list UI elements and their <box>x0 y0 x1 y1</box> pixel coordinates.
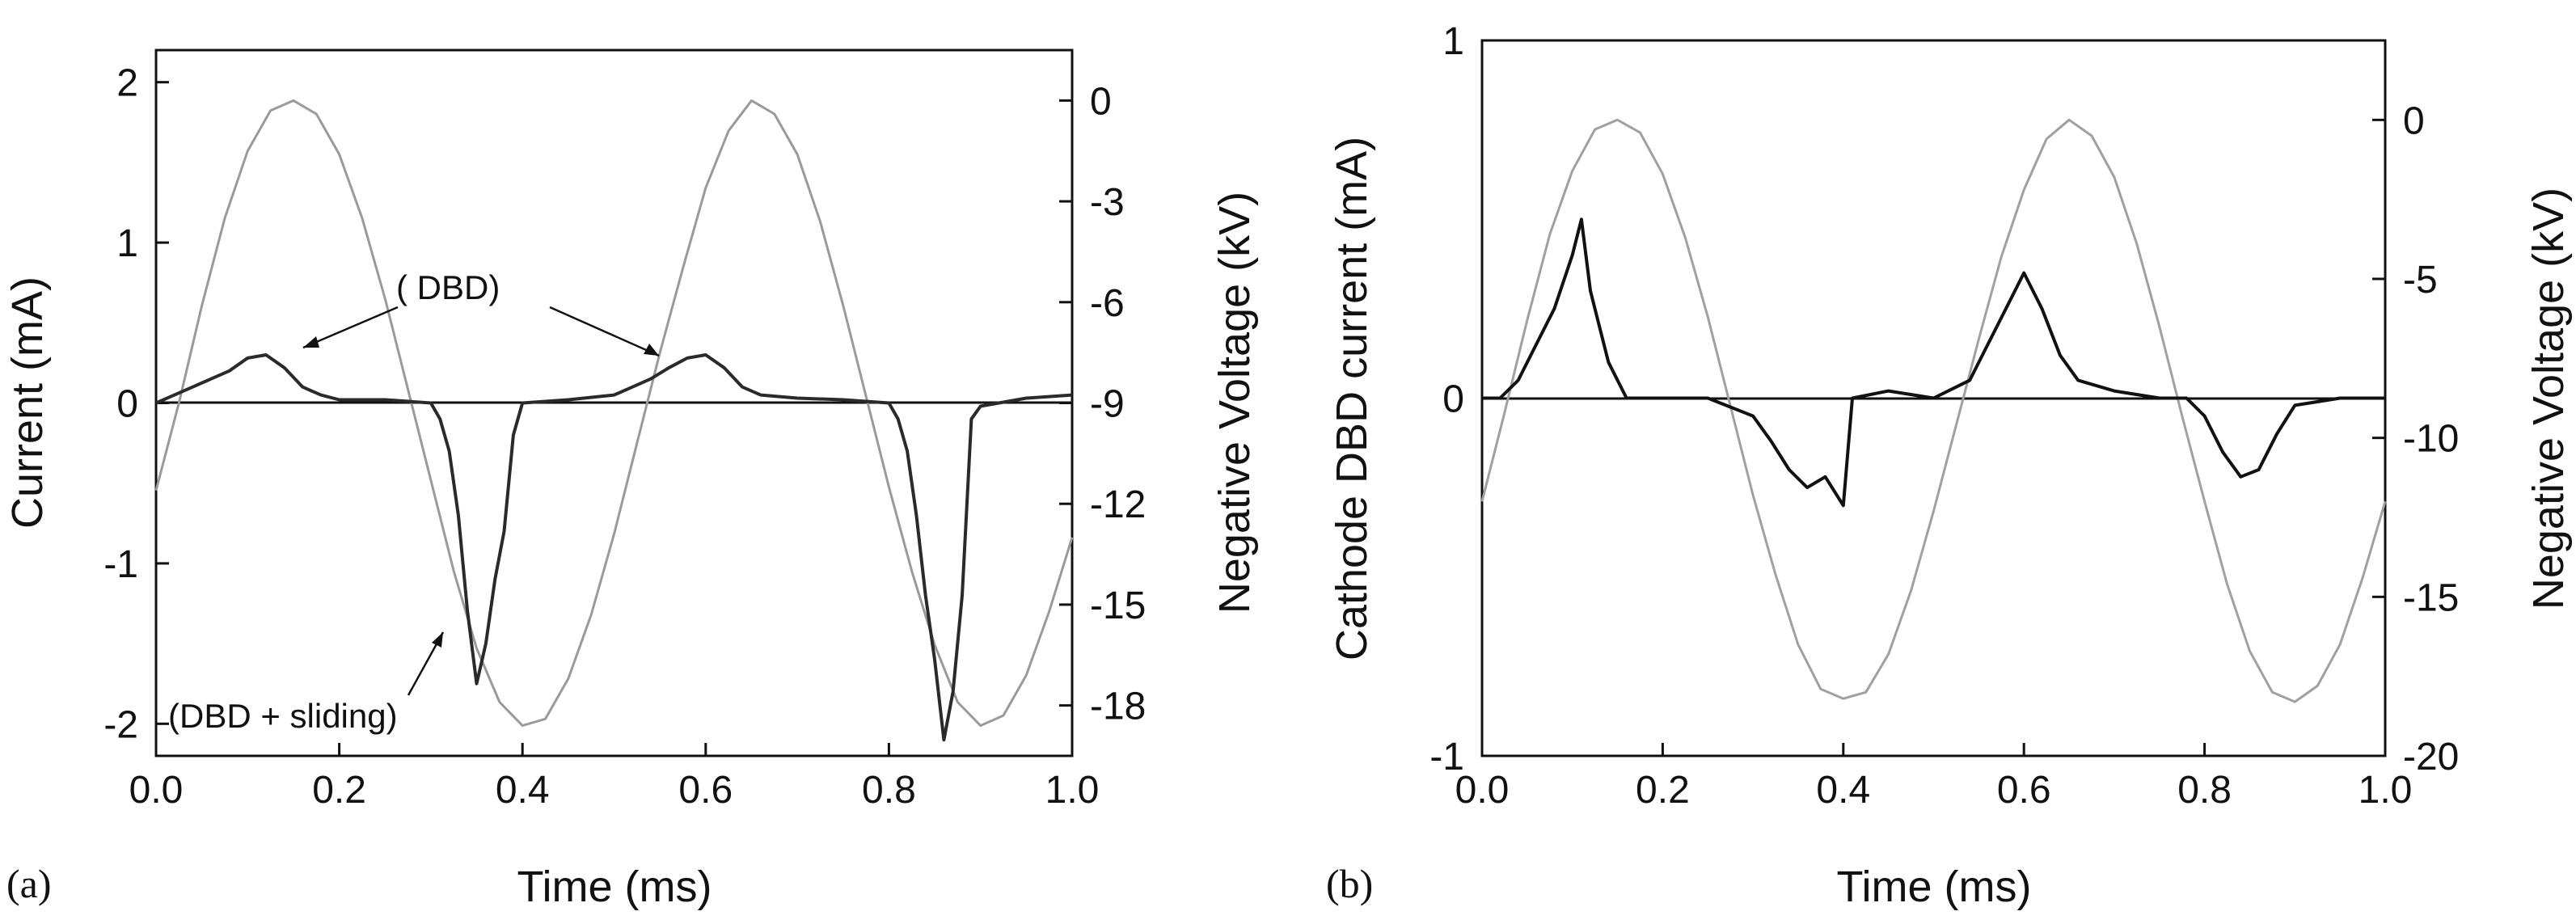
y2-tick-label: -15 <box>1090 584 1146 627</box>
x-tick-label: 0.8 <box>2177 769 2232 812</box>
y-tick-label: 1 <box>116 222 138 265</box>
x-tick-label: 0.4 <box>1816 769 1870 812</box>
y2-tick-label: -12 <box>1090 483 1146 526</box>
x-tick-label: 1.0 <box>2359 769 2413 812</box>
annotation-dbd-arrow-right <box>549 306 660 357</box>
y2-tick-label: -10 <box>2403 418 2459 461</box>
y2-tick-label: -15 <box>2403 576 2459 619</box>
series-a <box>154 99 1074 742</box>
panel-label-b: (b) <box>1326 861 1373 906</box>
x-tick-label: 0.0 <box>129 769 184 812</box>
x-tick-label: 0.2 <box>312 769 366 812</box>
y-axis-title-b: Cathode DBD current (mA) <box>1328 137 1376 660</box>
x-tick-label: 0.6 <box>1997 769 2051 812</box>
annotation-dbd: ( DBD) <box>396 268 500 306</box>
annotation-dbd-arrowhead-left <box>303 336 319 348</box>
annotation-dbd-arrow-left <box>302 306 399 349</box>
y2-tick-label: 0 <box>2403 99 2425 142</box>
y-tick-label: 2 <box>116 62 138 105</box>
y2-axis-title-b: Negative Voltage (kV) <box>2524 188 2573 610</box>
y2-axis-title-a: Negative Voltage (kV) <box>1210 192 1259 614</box>
y2-tick-label: 0 <box>1090 80 1112 123</box>
current-line-b <box>1482 217 2385 508</box>
panel-label-a: (a) <box>6 861 52 906</box>
x-tick-label: 0.0 <box>1455 769 1510 812</box>
y2-tick-label: -9 <box>1090 383 1125 426</box>
annotation-dbd-sliding: (DBD + sliding) <box>168 697 398 735</box>
y2-tick-label: -6 <box>1090 282 1125 325</box>
y2-tick-label: -3 <box>1090 181 1125 224</box>
x-axis-title-b: Time (ms) <box>1837 863 2032 911</box>
ticks-a: 0.0 0.2 0.4 0.6 0.8 1.0 -2 -1 0 1 2 0 -3 -6 -9 -12 -15 -1… <box>103 62 1146 812</box>
y-axis-title-a: Current (mA) <box>3 276 52 529</box>
current-line-a <box>155 353 1073 742</box>
panel-a: 0.0 0.2 0.4 0.6 0.8 1.0 -2 -1 0 1 2 0 -3 -6 -9 -12 -15 -1… <box>3 49 1259 911</box>
y-tick-label: -1 <box>1429 736 1464 778</box>
x-tick-label: 0.6 <box>678 769 733 812</box>
y2-tick-label: -18 <box>1090 686 1146 728</box>
y2-tick-label: -20 <box>2403 736 2459 778</box>
y-tick-label: -2 <box>103 703 138 746</box>
y-tick-label: 0 <box>1442 378 1464 421</box>
voltage-line-a <box>154 99 1074 728</box>
series-b <box>1480 118 2387 703</box>
annotation-dbd-arrowhead-right <box>644 344 659 356</box>
annotation-sliding-arrowhead <box>432 632 443 648</box>
y-tick-label: -1 <box>103 543 138 586</box>
voltage-line-b <box>1480 118 2387 703</box>
y2-tick-label: -5 <box>2403 259 2438 302</box>
x-tick-label: 0.2 <box>1636 769 1690 812</box>
x-tick-label: 0.8 <box>862 769 916 812</box>
x-axis-title-a: Time (ms) <box>517 863 712 911</box>
x-tick-label: 1.0 <box>1045 769 1100 812</box>
x-tick-label: 0.4 <box>496 769 550 812</box>
y-tick-label: 0 <box>116 383 138 426</box>
y-tick-label: 1 <box>1442 20 1464 63</box>
